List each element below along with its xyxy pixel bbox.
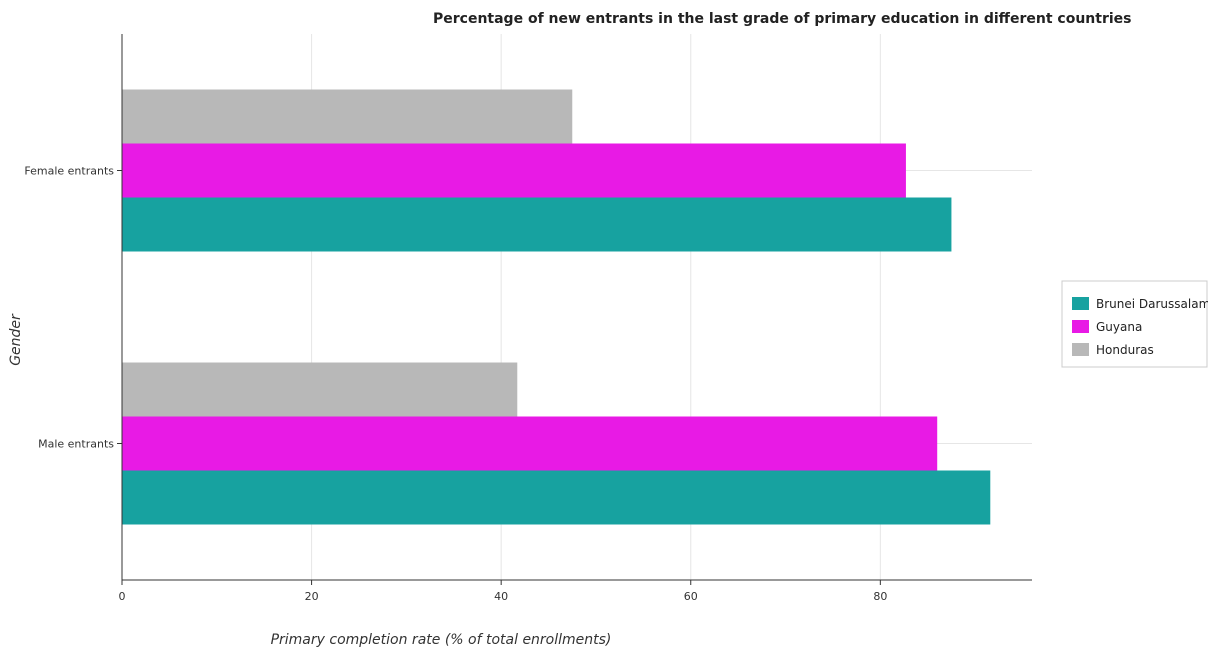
- bar-guyana-female-entrants: [122, 143, 906, 198]
- bar-brunei-darussalam-female-entrants: [122, 197, 952, 252]
- x-axis-label: Primary completion rate (% of total enro…: [271, 632, 612, 648]
- bars: [122, 89, 991, 525]
- y-axis-label: Gender: [8, 313, 24, 366]
- x-tick-label: 80: [873, 590, 887, 603]
- y-tick-label: Male entrants: [38, 438, 114, 451]
- chart-title: Percentage of new entrants in the last g…: [433, 11, 1131, 27]
- x-tick-label: 0: [119, 590, 126, 603]
- y-tick-label: Female entrants: [24, 165, 114, 178]
- legend-swatch: [1072, 343, 1089, 356]
- axes: 0 20 40 60 80 Female entrants Male entrants: [24, 34, 1032, 603]
- legend-swatch: [1072, 320, 1089, 333]
- bar-honduras-male-entrants: [122, 362, 518, 417]
- x-tick-label: 20: [305, 590, 319, 603]
- legend-label: Guyana: [1096, 320, 1142, 334]
- x-tick-label: 40: [494, 590, 508, 603]
- x-tick-label: 60: [684, 590, 698, 603]
- legend-label: Honduras: [1096, 343, 1154, 357]
- bar-honduras-female-entrants: [122, 89, 573, 144]
- bar-brunei-darussalam-male-entrants: [122, 470, 991, 525]
- legend: Brunei Darussalam Guyana Honduras: [1061, 280, 1208, 368]
- legend-label: Brunei Darussalam: [1096, 297, 1208, 311]
- bar-guyana-male-entrants: [122, 416, 938, 471]
- legend-swatch: [1072, 297, 1089, 310]
